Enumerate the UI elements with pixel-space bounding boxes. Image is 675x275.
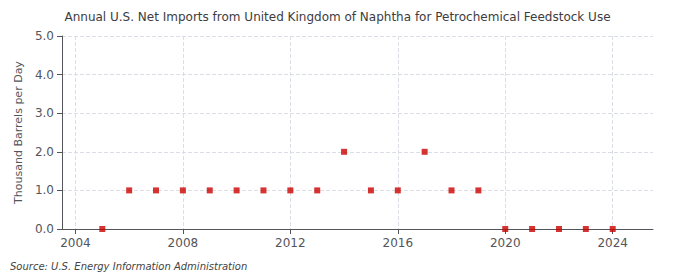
- svg-text:2024: 2024: [597, 236, 628, 250]
- svg-text:2020: 2020: [490, 236, 521, 250]
- svg-text:3.0: 3.0: [35, 106, 54, 120]
- svg-text:5.0: 5.0: [35, 29, 54, 43]
- svg-text:2016: 2016: [383, 236, 414, 250]
- svg-text:2008: 2008: [168, 236, 199, 250]
- svg-text:Source: U.S. Energy Informatio: Source: U.S. Energy Information Administ…: [10, 261, 247, 272]
- svg-text:1.0: 1.0: [35, 183, 54, 197]
- svg-text:2.0: 2.0: [35, 145, 54, 159]
- svg-text:Annual U.S. Net Imports from U: Annual U.S. Net Imports from United King…: [64, 10, 610, 24]
- svg-text:Thousand Barrels per Day: Thousand Barrels per Day: [12, 61, 25, 205]
- svg-text:2012: 2012: [275, 236, 306, 250]
- svg-text:0.0: 0.0: [35, 222, 54, 236]
- svg-text:4.0: 4.0: [35, 68, 54, 82]
- svg-text:2004: 2004: [60, 236, 91, 250]
